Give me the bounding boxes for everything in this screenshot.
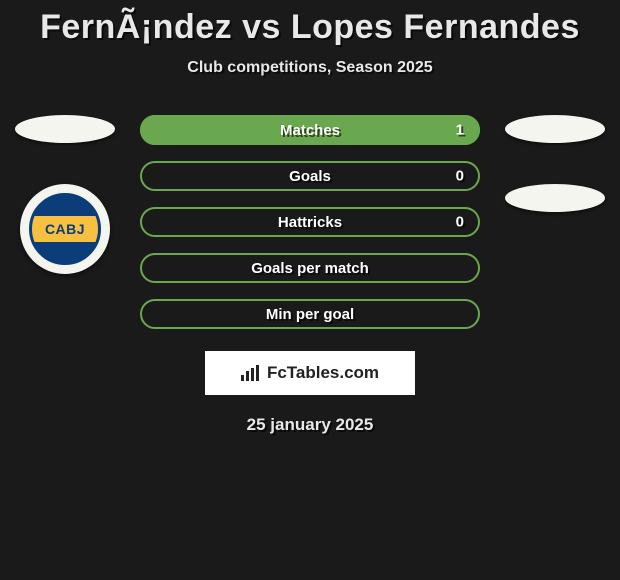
stat-value: 1 — [456, 122, 464, 139]
club-badge-inner: CABJ — [29, 193, 101, 265]
page-title: FernÃ¡ndez vs Lopes Fernandes — [0, 8, 620, 47]
stat-label: Goals — [289, 168, 331, 185]
stat-label: Matches — [280, 122, 340, 139]
stats-column: Matches 1 Goals 0 Hattricks 0 Goals per … — [140, 115, 480, 329]
branding-text: FcTables.com — [267, 363, 379, 383]
stat-row-min-per-goal: Min per goal — [140, 299, 480, 329]
left-player-name-pill — [15, 115, 115, 143]
right-club-pill — [505, 184, 605, 212]
page-subtitle: Club competitions, Season 2025 — [0, 59, 620, 77]
date-text: 25 january 2025 — [0, 415, 620, 435]
stat-label: Min per goal — [266, 306, 354, 323]
right-player-name-pill — [505, 115, 605, 143]
stat-value: 0 — [456, 214, 464, 231]
left-player-column: CABJ — [10, 115, 120, 274]
stat-row-matches: Matches 1 — [140, 115, 480, 145]
left-club-badge: CABJ — [20, 184, 110, 274]
chart-icon — [241, 365, 261, 381]
right-player-column — [500, 115, 610, 212]
stat-row-goals: Goals 0 — [140, 161, 480, 191]
stat-row-hattricks: Hattricks 0 — [140, 207, 480, 237]
stat-label: Goals per match — [251, 260, 369, 277]
branding-badge[interactable]: FcTables.com — [205, 351, 415, 395]
stat-row-goals-per-match: Goals per match — [140, 253, 480, 283]
stat-label: Hattricks — [278, 214, 342, 231]
content-row: CABJ Matches 1 Goals 0 Hattricks 0 Goals… — [0, 115, 620, 329]
club-badge-text: CABJ — [45, 221, 85, 237]
comparison-container: FernÃ¡ndez vs Lopes Fernandes Club compe… — [0, 0, 620, 435]
stat-value: 0 — [456, 168, 464, 185]
